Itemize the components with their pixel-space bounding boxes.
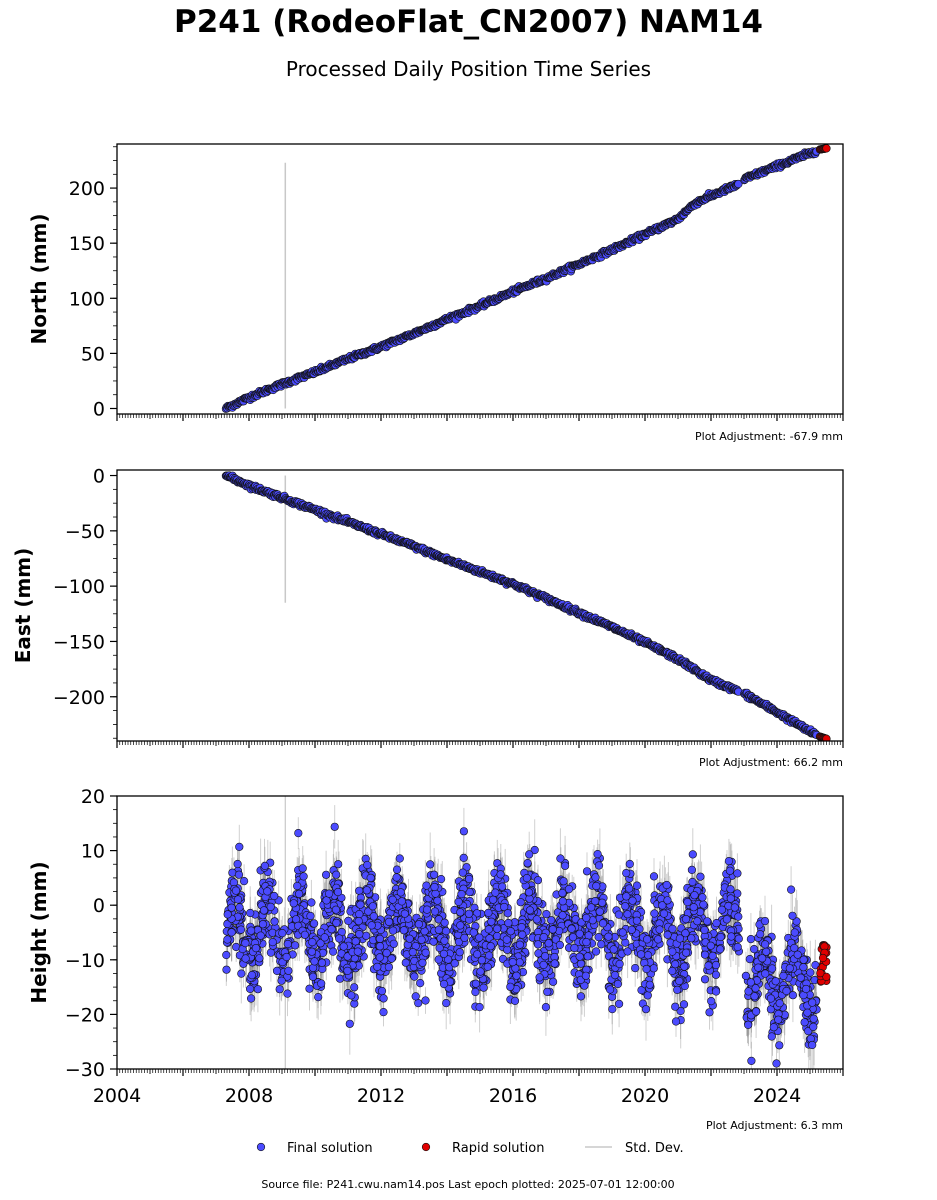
plot-area [221,471,831,741]
y-tick-label: 50 [81,343,105,365]
final-point [266,948,276,957]
final-point [305,984,314,993]
y-tick-label: −50 [65,521,105,543]
y-axis-label: East (mm) [11,548,35,664]
y-tick-label: −150 [53,631,105,653]
y-tick-label: −200 [53,687,105,709]
panel-east: 0 −50 −100 −150 −200 East (mm) Plot Adjustment… [11,466,844,769]
rapid-point [822,734,831,741]
y-tick-label: −100 [53,576,105,598]
y-tick-label: 150 [69,233,105,255]
final-point [421,996,430,1005]
final-point [582,867,592,876]
final-point [631,963,640,973]
plot-adjustment: Plot Adjustment: 66.2 mm [699,756,843,769]
y-tick-label: 0 [93,398,105,420]
chart-title: P241 (RodeoFlat_CN2007) NAM14 [174,4,763,40]
final-point [688,850,697,859]
plot-adjustment: Plot Adjustment: -67.9 mm [695,430,843,443]
final-point [734,179,743,189]
final-point [235,842,244,852]
y-tick-label: 100 [69,288,105,310]
final-point [237,969,246,978]
chart-subtitle: Processed Daily Position Time Series [285,57,652,81]
axes-frame [116,469,844,742]
y-axis-label: North (mm) [27,213,51,344]
y-tick-label: 0 [93,466,105,488]
final-point [541,1002,551,1012]
final-point [679,1000,689,1009]
final-point [696,872,705,881]
plot-area [221,144,831,413]
final-point [772,1059,781,1068]
rapid-point [822,144,831,153]
final-point [676,1006,685,1016]
y-tick-label: 200 [69,178,105,200]
final-point [355,886,364,895]
panel-north: 0 50 100 150 200 North (mm) Plot Adjustment: -… [27,143,844,443]
final-point [459,827,469,836]
final-point [548,977,558,986]
plot-area [222,796,831,1069]
